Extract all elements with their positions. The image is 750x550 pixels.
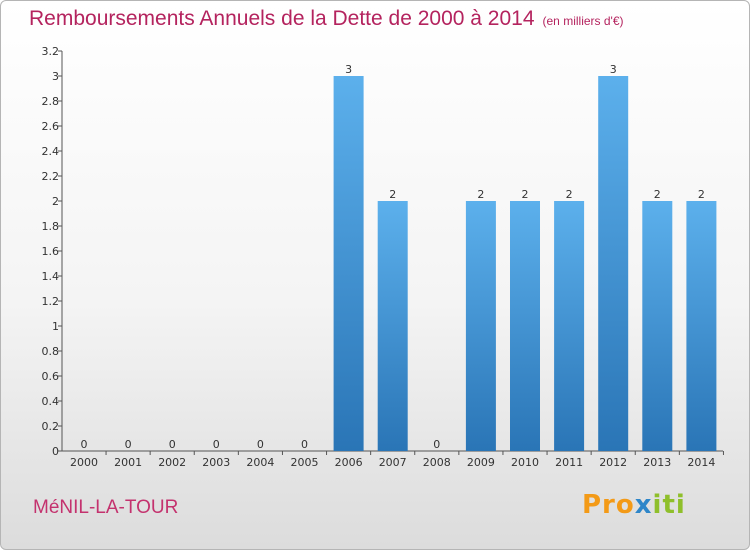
- y-tick-label: 2.2: [42, 170, 60, 183]
- x-tick-label: 2002: [158, 456, 186, 469]
- logo-part-1: Pro: [582, 490, 635, 520]
- x-tick-label: 2006: [335, 456, 363, 469]
- value-label-2014: 2: [698, 188, 705, 201]
- value-label-2008: 0: [433, 438, 440, 451]
- x-tick-label: 2007: [379, 456, 407, 469]
- y-tick-label: 2.8: [42, 95, 60, 108]
- value-label-2002: 0: [169, 438, 176, 451]
- x-tick-label: 2001: [114, 456, 142, 469]
- value-label-2004: 0: [257, 438, 264, 451]
- y-tick-label: 0.8: [42, 345, 60, 358]
- y-tick-label: 1: [52, 320, 59, 333]
- y-tick-label: 2: [52, 195, 59, 208]
- bar-2009: [465, 201, 496, 451]
- x-tick-label: 2009: [467, 456, 495, 469]
- value-labels: 0 0 0 0 0 0 3 2 0 2 2 2 3 2 2: [81, 63, 705, 451]
- y-tick-label: 3.2: [42, 45, 60, 58]
- bar-2011: [554, 201, 585, 451]
- x-tick-label: 2010: [511, 456, 539, 469]
- value-label-2011: 2: [566, 188, 573, 201]
- value-label-2000: 0: [81, 438, 88, 451]
- y-tick-label: 1.4: [42, 270, 60, 283]
- value-label-2005: 0: [301, 438, 308, 451]
- x-tick-label: 2014: [687, 456, 715, 469]
- chart-title: Remboursements Annuels de la Dette de 20…: [29, 7, 624, 31]
- proxiti-logo[interactable]: Proxiti: [582, 490, 686, 520]
- y-tick-label: 0.6: [42, 370, 60, 383]
- value-label-2006: 3: [345, 63, 352, 76]
- y-tick-label: 2.6: [42, 120, 60, 133]
- y-tick-label: 2.4: [42, 145, 60, 158]
- chart-title-text: Remboursements Annuels de la Dette de 20…: [29, 7, 535, 30]
- x-tick-label: 2008: [423, 456, 451, 469]
- x-tick-label: 2013: [643, 456, 671, 469]
- bar-2007: [377, 201, 408, 451]
- chart-unit: (en milliers d'€): [542, 14, 624, 28]
- value-label-2010: 2: [522, 188, 529, 201]
- y-tick-label: 0.4: [42, 395, 60, 408]
- y-tick-label: 3: [52, 70, 59, 83]
- y-tick-label: 1.8: [42, 220, 60, 233]
- logo-part-3: iti: [652, 490, 686, 520]
- x-tick-label: 2004: [246, 456, 274, 469]
- bar-2012: [598, 76, 629, 451]
- bar-2010: [510, 201, 540, 451]
- bar-2006: [333, 76, 364, 451]
- logo-part-2: x: [634, 490, 653, 520]
- value-label-2003: 0: [213, 438, 220, 451]
- y-tick-label: 0.2: [42, 420, 60, 433]
- x-tick-label: 2012: [599, 456, 627, 469]
- bar-2013: [642, 201, 673, 451]
- y-tick-label: 1.2: [42, 295, 60, 308]
- value-label-2001: 0: [125, 438, 132, 451]
- value-label-2009: 2: [477, 188, 484, 201]
- bar-2014: [686, 201, 717, 451]
- y-tick-label: 1.6: [42, 245, 60, 258]
- value-label-2013: 2: [654, 188, 661, 201]
- x-tick-label: 2003: [202, 456, 230, 469]
- x-tick-label: 2005: [291, 456, 319, 469]
- bars: [333, 76, 717, 451]
- value-label-2012: 3: [610, 63, 617, 76]
- y-tick-label: 0: [52, 445, 59, 458]
- value-label-2007: 2: [389, 188, 396, 201]
- x-tick-label: 2011: [555, 456, 583, 469]
- x-tick-label: 2000: [70, 456, 98, 469]
- town-name: MéNIL-LA-TOUR: [33, 497, 179, 518]
